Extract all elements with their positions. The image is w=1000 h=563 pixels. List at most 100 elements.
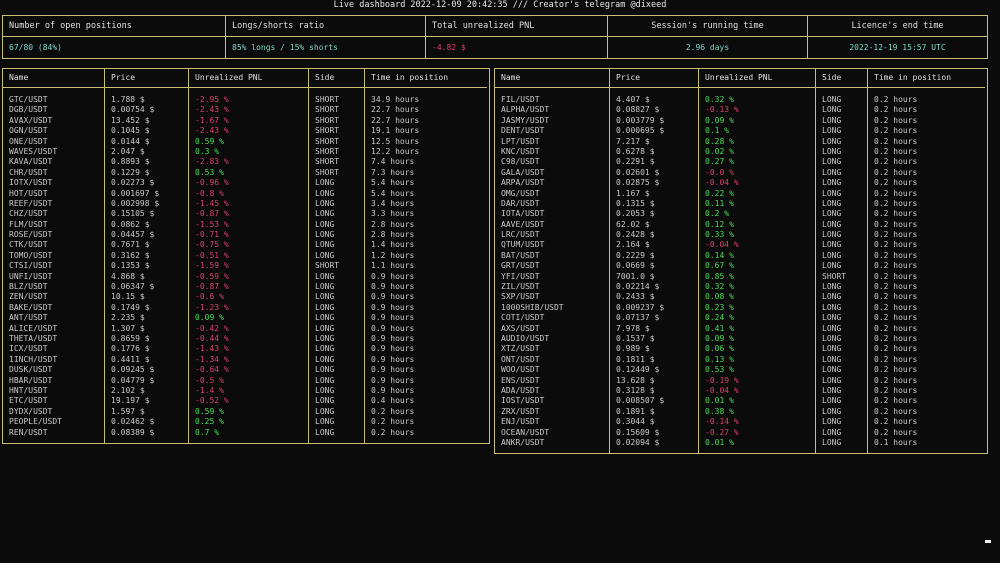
table-cell: 0.9 hours <box>371 344 415 354</box>
table-cell: 0.53 % <box>195 167 224 177</box>
table-cell: IOST/USDT <box>501 396 545 406</box>
table-cell: 0.3 % <box>195 146 220 156</box>
table-cell: YFI/USDT <box>501 271 540 281</box>
positions-table-right: Name FIL/USDT ALPHA/USDT JASMY/USDT DENT/US… <box>494 68 988 454</box>
table-cell: ZRX/USDT <box>501 406 540 416</box>
table-cell: SHORT <box>315 146 340 156</box>
table-cell: 7.217 $ <box>616 136 650 146</box>
table-cell: LONG <box>822 323 842 333</box>
table-cell: 0.009237 $ <box>616 302 665 312</box>
table-cell: 0.28 % <box>705 136 734 146</box>
table-cell: LONG <box>315 198 335 208</box>
side-column-header: Side <box>816 69 867 88</box>
table-cell: 0.2 hours <box>874 209 918 219</box>
table-cell: FLM/USDT <box>9 219 48 229</box>
table-cell: 0.2 hours <box>874 105 918 115</box>
table-cell: 62.02 $ <box>616 219 650 229</box>
table-cell: 0.2 hours <box>874 385 918 395</box>
table-cell: 0.1811 $ <box>616 354 655 364</box>
table-cell: 0.008507 $ <box>616 396 665 406</box>
table-cell: LONG <box>822 126 842 136</box>
table-cell: 0.2 hours <box>874 427 918 437</box>
price-column-header: Price <box>610 69 698 88</box>
table-cell: BAKE/USDT <box>9 302 53 312</box>
table-cell: 0.24 % <box>705 313 734 323</box>
table-cell: LONG <box>822 157 842 167</box>
table-cell: HNT/USDT <box>9 385 48 395</box>
table-cell: ZEN/USDT <box>9 292 48 302</box>
table-cell: ONT/USDT <box>501 354 540 364</box>
table-cell: 0.1749 $ <box>111 302 150 312</box>
table-cell: 0.08827 $ <box>616 105 660 115</box>
table-cell: GALA/USDT <box>501 167 545 177</box>
table-cell: IOTA/USDT <box>501 209 545 219</box>
table-cell: 0.02875 $ <box>616 178 660 188</box>
licence-end-value: 2022-12-19 15:57 UTC <box>849 43 946 52</box>
table-cell: LONG <box>315 313 335 323</box>
table-cell: 0.01 % <box>705 396 734 406</box>
table-cell: LONG <box>822 240 842 250</box>
table-cell: -1.34 % <box>195 354 229 364</box>
table-cell: 0.59 % <box>195 136 224 146</box>
table-cell: -0.14 % <box>705 417 739 427</box>
table-cell: 0.2291 $ <box>616 157 655 167</box>
table-cell: LONG <box>822 396 842 406</box>
table-cell: -0.5 % <box>195 375 224 385</box>
table-cell: WOO/USDT <box>501 365 540 375</box>
table-cell: LONG <box>822 375 842 385</box>
table-cell: 0.000695 $ <box>616 126 665 136</box>
long-short-ratio-label: Longs/shorts ratio <box>226 16 425 37</box>
table-cell: 0.2 hours <box>874 115 918 125</box>
table-cell: 0.7 % <box>195 427 220 437</box>
table-cell: 0.2 hours <box>371 417 415 427</box>
table-cell: -1.53 % <box>195 219 229 229</box>
table-cell: BAT/USDT <box>501 250 540 260</box>
side-column-rows: LONG LONG LONG LONG LONG LONG LONG LONG LONG LONG… <box>816 88 867 448</box>
table-cell: 0.4411 $ <box>111 354 150 364</box>
table-cell: 0.2 hours <box>874 261 918 271</box>
table-cell: 0.2 hours <box>874 240 918 250</box>
side-column: Side LONG LONG LONG LONG LONG LONG LONG LONG LON… <box>815 69 867 453</box>
table-cell: 0.85 % <box>705 271 734 281</box>
table-cell: LONG <box>822 282 842 292</box>
table-cell: 19.1 hours <box>371 126 420 136</box>
table-cell: 0.0669 $ <box>616 261 655 271</box>
table-cell: 0.12449 $ <box>616 365 660 375</box>
table-cell: 0.2 hours <box>874 302 918 312</box>
table-cell: 0.1 hours <box>874 437 918 447</box>
positions-table-left: Name GTC/USDT DGB/USDT AVAX/USDT OGN/USDT ON… <box>2 68 490 444</box>
table-cell: 12.5 hours <box>371 136 420 146</box>
table-cell: 0.2 % <box>705 209 730 219</box>
table-cell: 0.8659 $ <box>111 333 150 343</box>
table-cell: LONG <box>822 365 842 375</box>
table-cell: SHORT <box>315 136 340 146</box>
table-cell: 0.2 hours <box>874 146 918 156</box>
table-cell: LONG <box>822 219 842 229</box>
table-cell: 0.25 % <box>195 417 224 427</box>
table-cell: HOT/USDT <box>9 188 48 198</box>
table-cell: 0.2 hours <box>371 406 415 416</box>
table-cell: -2.83 % <box>195 157 229 167</box>
table-cell: LONG <box>822 146 842 156</box>
table-cell: 0.2 hours <box>874 167 918 177</box>
table-cell: OCEAN/USDT <box>501 427 550 437</box>
table-cell: 0.2 hours <box>874 323 918 333</box>
price-column-rows: 4.407 $0.08827 $0.003779 $0.000695 $7.21… <box>610 88 698 448</box>
table-cell: -1.67 % <box>195 115 229 125</box>
table-cell: LONG <box>822 136 842 146</box>
table-cell: REN/USDT <box>9 427 48 437</box>
table-cell: 0.2 hours <box>874 375 918 385</box>
table-cell: ENJ/USDT <box>501 417 540 427</box>
table-cell: -1.23 % <box>195 302 229 312</box>
table-cell: 0.1891 $ <box>616 406 655 416</box>
table-cell: LONG <box>822 313 842 323</box>
table-cell: 0.12 % <box>705 219 734 229</box>
table-cell: LONG <box>315 323 335 333</box>
table-cell: ARPA/USDT <box>501 178 545 188</box>
table-cell: 0.02094 $ <box>616 437 660 447</box>
table-cell: -0.6 % <box>195 292 224 302</box>
table-cell: 0.9 hours <box>371 385 415 395</box>
side-column: Side SHORT SHORT SHORT SHORT SHORT SHORT SHORT… <box>308 69 364 443</box>
table-cell: LONG <box>315 178 335 188</box>
table-cell: ENS/USDT <box>501 375 540 385</box>
